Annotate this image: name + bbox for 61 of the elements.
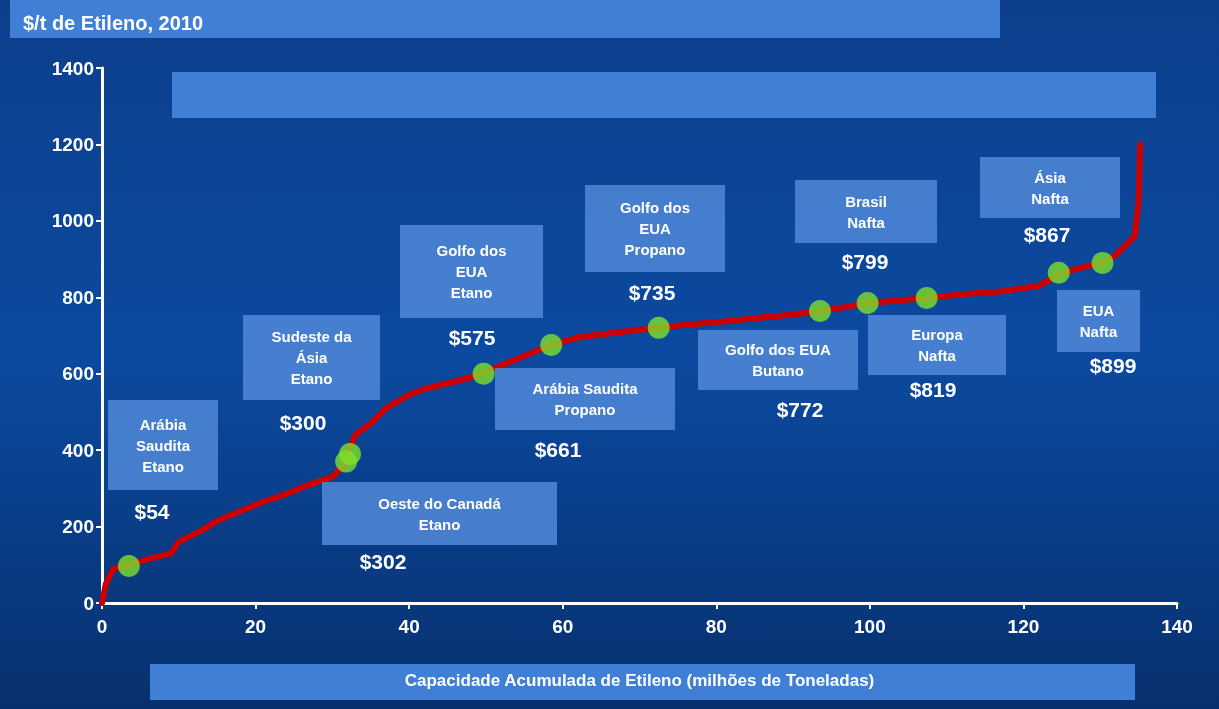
annotation: $302 — [358, 549, 408, 575]
label-box: Sudeste da Ásia Etano — [243, 315, 380, 400]
point — [856, 292, 879, 315]
y-tick-label: 800 — [62, 286, 94, 308]
label-box: Brasil Nafta — [795, 180, 937, 243]
point — [647, 316, 670, 339]
point — [540, 334, 563, 357]
annotation: Golfo dos EUA Butano — [725, 340, 831, 381]
label-box: Arábia Saudita Propano — [495, 368, 675, 430]
annotation: Europa Nafta — [911, 325, 963, 366]
annotation: $735 — [627, 280, 677, 306]
label-box: Golfo dos EUA Propano — [585, 185, 725, 272]
x-tick-label: 140 — [1161, 616, 1193, 637]
point — [472, 362, 495, 385]
y-tick-label: 400 — [62, 439, 94, 461]
x-tick-label: 120 — [1007, 616, 1040, 637]
point — [339, 442, 362, 465]
point — [808, 300, 831, 323]
annotation: $799 — [840, 249, 890, 275]
annotation: $661 — [533, 437, 583, 463]
y-tick-label: 1200 — [51, 133, 94, 155]
annotation: $819 — [908, 377, 958, 403]
annotation: $772 — [775, 397, 825, 423]
annotation: $575 — [447, 325, 497, 351]
annotation: $300 — [278, 410, 328, 436]
x-tick-label: 80 — [705, 616, 727, 637]
label-box: Oeste do Canadá Etano — [322, 482, 557, 545]
annotation: Golfo dos EUA Etano — [436, 241, 507, 303]
annotation: $54 — [133, 499, 171, 525]
annotation: Ásia Nafta — [1031, 167, 1069, 209]
y-tick-label: 0 — [83, 592, 94, 614]
x-tick-label: 0 — [96, 616, 108, 637]
annotation: Arábia Saudita Etano — [135, 414, 191, 477]
label-box: Golfo dos EUA Etano — [400, 225, 543, 318]
y-tick-label: 200 — [62, 516, 94, 538]
label-box: Ásia Nafta — [980, 157, 1120, 218]
annotation: Brasil Nafta — [845, 191, 887, 233]
x-axis-title: Capacidade Acumulada de Etileno (milhões de Toneladas) — [404, 671, 875, 690]
annotation: EUA Nafta — [1079, 301, 1118, 342]
annotation: Arábia Saudita Propano — [532, 379, 638, 420]
label-box: EUA Nafta — [1057, 290, 1140, 352]
point — [915, 287, 938, 310]
label-box: Arábia Saudita Etano — [108, 400, 218, 490]
point — [117, 554, 140, 577]
annotation: $899 — [1088, 353, 1138, 379]
y-tick-label: 600 — [62, 363, 94, 385]
x-tick-label: 20 — [245, 616, 267, 637]
label-box: Golfo dos EUA Butano — [698, 330, 858, 390]
label-box: Europa Nafta — [868, 315, 1006, 375]
y-tick-label: 1000 — [51, 210, 94, 232]
annotation: Oeste do Canadá Etano — [378, 493, 501, 535]
point — [1091, 251, 1114, 274]
annotation: Sudeste da Ásia Etano — [271, 327, 352, 389]
annotation: $867 — [1022, 222, 1072, 248]
y-tick-label: 1400 — [51, 57, 94, 79]
x-tick-label: 40 — [398, 616, 420, 637]
x-tick-label: 60 — [552, 616, 574, 637]
point — [1047, 261, 1070, 284]
x-tick-label: 100 — [854, 616, 886, 637]
annotation: Golfo dos EUA Propano — [620, 198, 690, 260]
chart-title: $/t de Etileno, 2010 — [23, 12, 204, 34]
